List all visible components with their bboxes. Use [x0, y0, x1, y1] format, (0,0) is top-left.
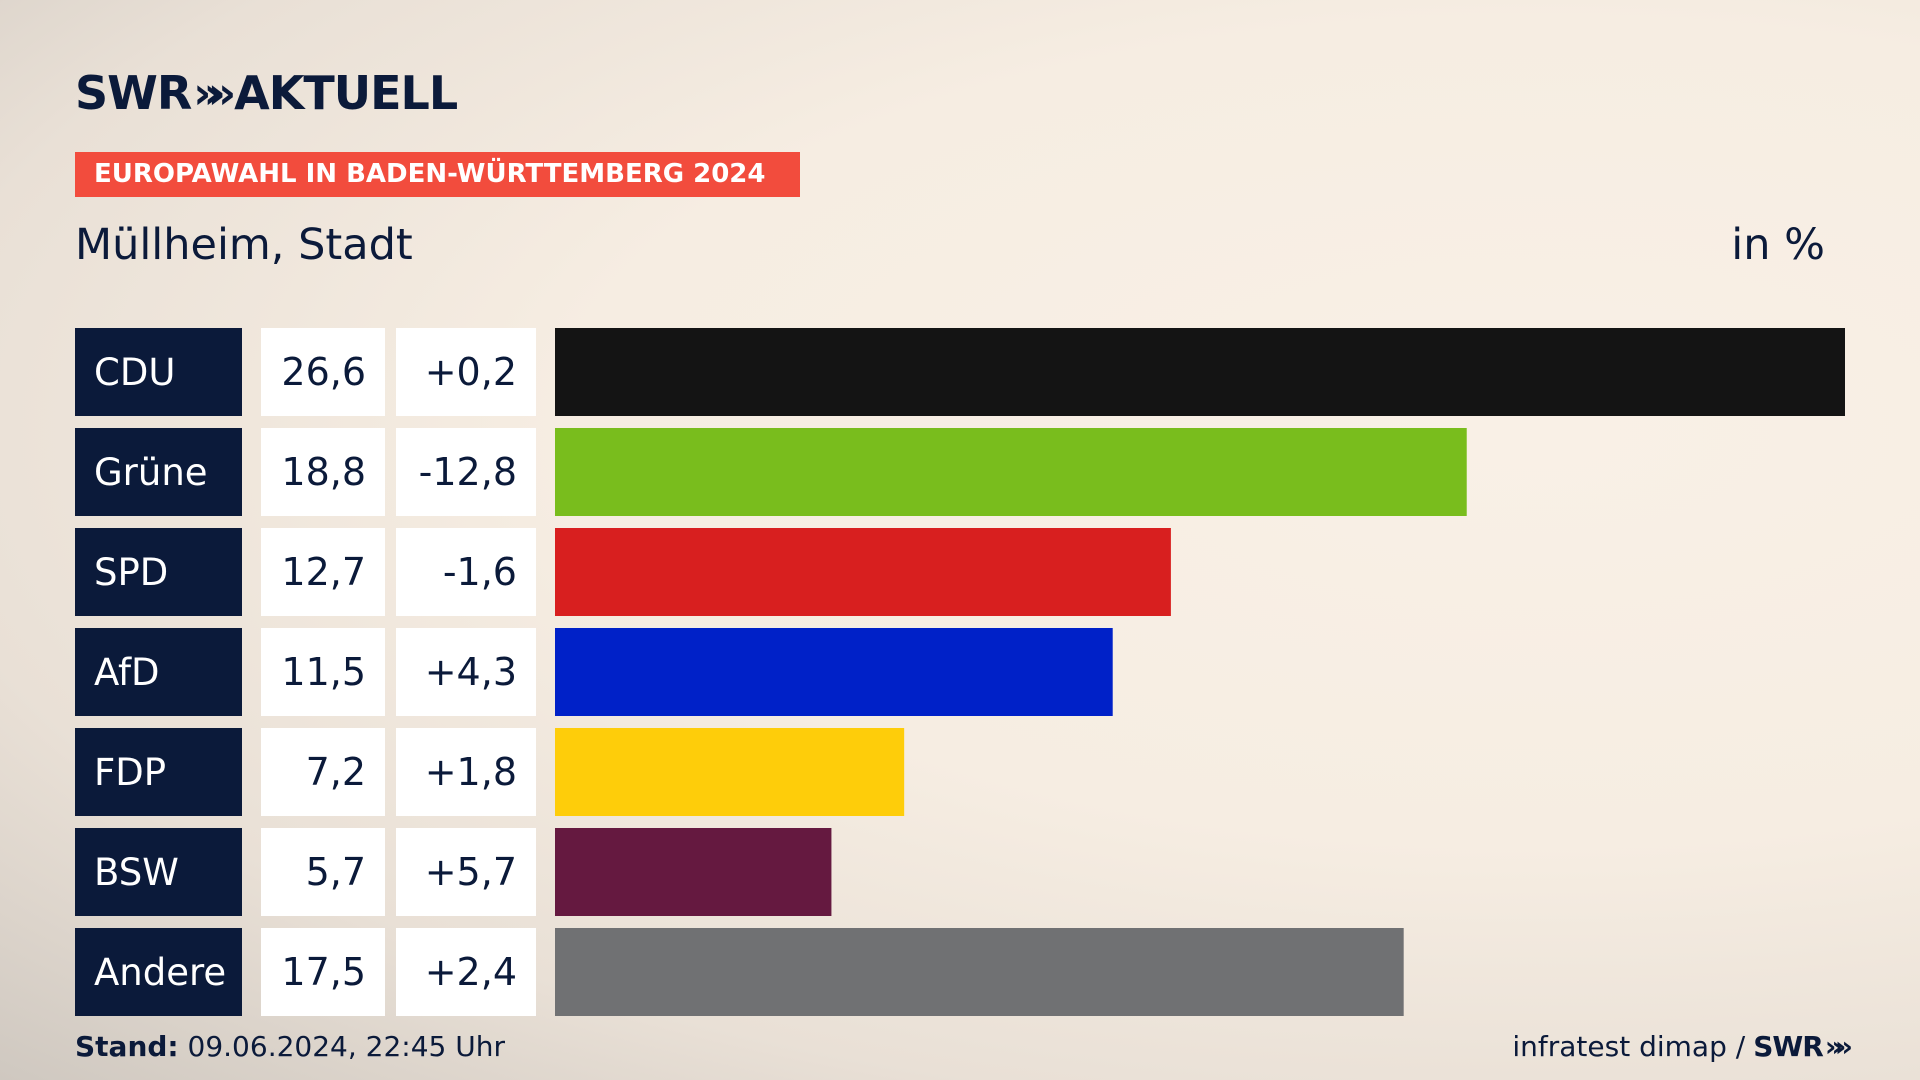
value-box-afd: [261, 628, 385, 716]
party-label-box-spd: [75, 528, 242, 616]
stand-value: 09.06.2024, 22:45 Uhr: [187, 1030, 505, 1063]
election-banner: EUROPAWAHL IN BADEN-WÜRTTEMBERG 2024: [75, 152, 800, 197]
change-box-andere: [396, 928, 536, 1016]
source-credit: infratest dimap / SWR »»: [1512, 1030, 1853, 1063]
location-title: Müllheim, Stadt: [75, 220, 413, 270]
change-label-cdu: +0,2: [425, 350, 517, 394]
party-label-spd: SPD: [94, 551, 168, 594]
value-box-bsw: [261, 828, 385, 916]
swr-aktuell-logo: SWR »» AKTUELL: [75, 66, 458, 120]
party-label-fdp: FDP: [94, 751, 166, 794]
party-label-bsw: BSW: [94, 851, 179, 894]
value-label-spd: 12,7: [281, 550, 366, 594]
bar-fdp: [555, 728, 905, 816]
bar-gr-ne: [555, 428, 1467, 516]
change-box-spd: [396, 528, 536, 616]
source-swr-logo: SWR: [1753, 1030, 1824, 1063]
change-box-fdp: [396, 728, 536, 816]
party-label-andere: Andere: [94, 951, 226, 994]
party-label-box-fdp: [75, 728, 242, 816]
bar-andere: [555, 928, 1404, 1016]
party-label-box-gr-ne: [75, 428, 242, 516]
bar-spd: [555, 528, 1171, 616]
timestamp: Stand: 09.06.2024, 22:45 Uhr: [75, 1030, 505, 1063]
bar-bsw: [555, 828, 832, 916]
change-box-afd: [396, 628, 536, 716]
change-label-spd: -1,6: [443, 550, 517, 594]
change-box-gr-ne: [396, 428, 536, 516]
value-label-afd: 11,5: [281, 650, 366, 694]
bar-cdu: [555, 328, 1845, 416]
value-label-gr-ne: 18,8: [281, 450, 366, 494]
stand-label: Stand:: [75, 1030, 179, 1063]
source-chevron-icon: »»: [1824, 1030, 1853, 1063]
change-label-andere: +2,4: [425, 950, 517, 994]
value-label-cdu: 26,6: [281, 350, 366, 394]
party-label-afd: AfD: [94, 651, 160, 694]
change-label-gr-ne: -12,8: [419, 450, 517, 494]
unit-label: in %: [1731, 220, 1825, 270]
change-label-fdp: +1,8: [425, 750, 517, 794]
change-label-afd: +4,3: [425, 650, 517, 694]
change-box-cdu: [396, 328, 536, 416]
source-text: infratest dimap /: [1512, 1030, 1746, 1063]
value-label-bsw: 5,7: [306, 850, 366, 894]
logo-aktuell-text: AKTUELL: [234, 66, 458, 120]
value-box-gr-ne: [261, 428, 385, 516]
value-label-andere: 17,5: [281, 950, 366, 994]
logo-swr-text: SWR: [75, 66, 192, 120]
value-box-spd: [261, 528, 385, 616]
value-box-cdu: [261, 328, 385, 416]
party-label-box-afd: [75, 628, 242, 716]
value-label-fdp: 7,2: [306, 750, 366, 794]
party-label-gr-ne: Grüne: [94, 451, 208, 494]
party-label-cdu: CDU: [94, 351, 175, 394]
value-box-andere: [261, 928, 385, 1016]
bar-afd: [555, 628, 1113, 716]
party-label-box-bsw: [75, 828, 242, 916]
party-label-box-andere: [75, 928, 242, 1016]
change-label-bsw: +5,7: [425, 850, 517, 894]
change-box-bsw: [396, 828, 536, 916]
party-label-box-cdu: [75, 328, 242, 416]
value-box-fdp: [261, 728, 385, 816]
